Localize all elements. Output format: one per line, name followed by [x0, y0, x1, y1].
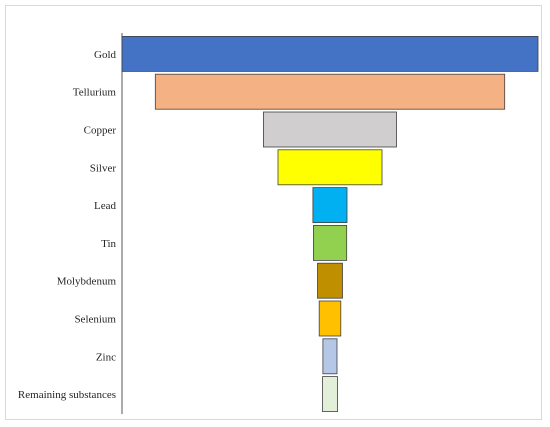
category-label: Lead — [94, 200, 116, 212]
bar-group — [121, 36, 539, 413]
category-label: Molybdenum — [57, 276, 117, 288]
bar-gold — [121, 36, 539, 72]
category-label: Remaining substances — [18, 389, 116, 401]
category-label: Zinc — [96, 351, 116, 363]
category-label-group: Gold Tellurium Copper Silver Lead Tin Molybden… — [18, 49, 117, 401]
bar-silver — [277, 149, 383, 186]
bar-copper — [262, 111, 397, 148]
category-label: Gold — [94, 49, 117, 61]
category-label: Tellurium — [73, 87, 117, 99]
category-label: Tin — [101, 238, 116, 250]
bar-zinc — [322, 338, 338, 375]
bar-selenium — [318, 300, 342, 337]
bar-tin — [312, 224, 348, 261]
bar-lead — [312, 187, 348, 224]
bar-molybdenum — [317, 262, 343, 299]
bar-tellurium — [154, 73, 506, 110]
category-label: Silver — [90, 162, 117, 174]
category-label: Copper — [84, 125, 117, 137]
bar-remaining-substances — [322, 376, 338, 413]
category-label: Selenium — [74, 314, 116, 326]
